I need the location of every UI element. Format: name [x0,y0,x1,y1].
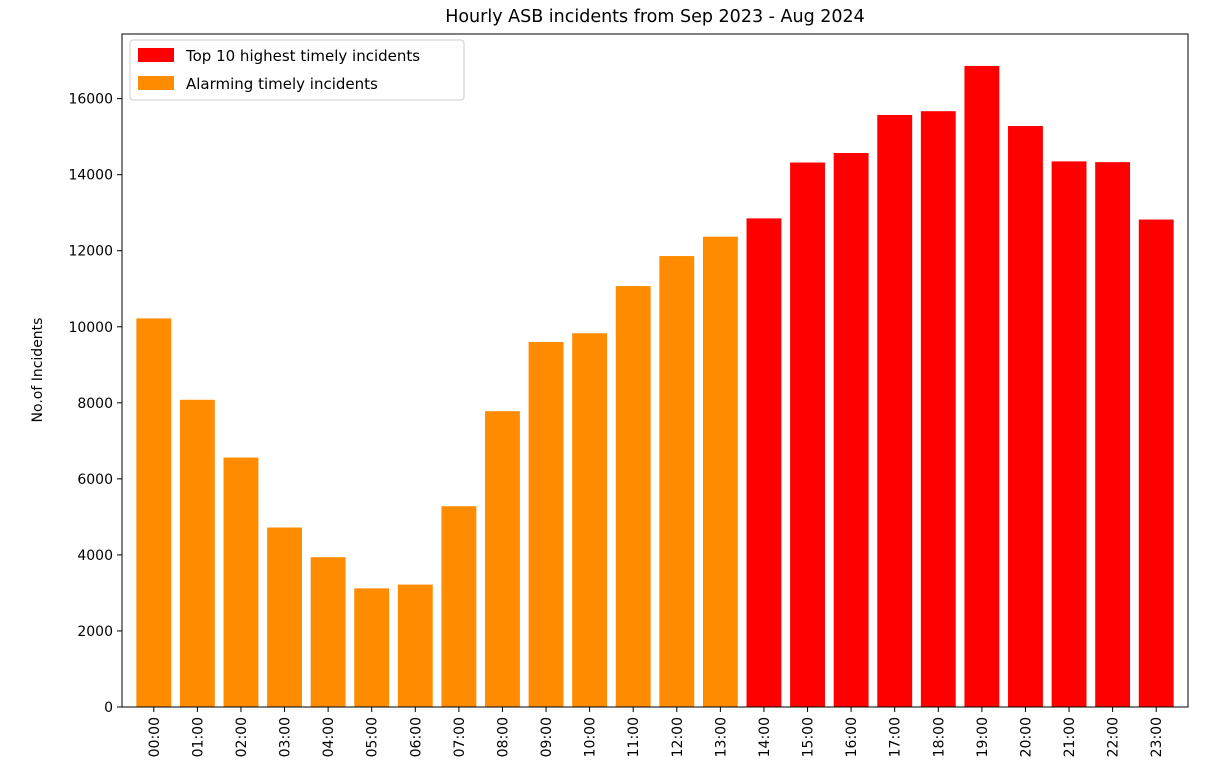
x-tick-label: 09:00 [539,717,555,757]
bar-0900 [528,341,564,707]
x-tick-label: 05:00 [365,717,381,757]
axes-frame [121,33,1189,708]
x-tick-label: 03:00 [278,717,294,757]
x-tick-label: 10:00 [583,717,599,757]
bar-1300 [702,236,738,707]
chart-title: Hourly ASB incidents from Sep 2023 - Aug… [445,7,865,27]
bar-0500 [354,588,390,707]
legend-swatch-alarming [138,76,174,90]
x-axis: 00:00 01:00 02:00 03:00 04:00 05:00 06:00 07:00… [147,707,1165,757]
x-tick-label: 12:00 [670,717,686,757]
legend-label-alarming: Alarming timely incidents [186,75,378,93]
bar-0300 [267,527,302,707]
y-tick-label: 10000 [68,320,113,336]
bar-0400 [310,557,346,707]
bar-1400 [746,218,782,707]
y-tick-label: 0 [104,700,113,716]
bar-1800 [920,111,956,707]
bars [136,65,1174,708]
x-tick-label: 11:00 [626,717,642,757]
x-tick-label: 08:00 [495,717,511,757]
bar-1500 [790,162,825,707]
bar-0000 [136,318,172,707]
bar-0700 [441,506,477,707]
bar-2000 [1008,126,1043,707]
x-tick-label: 02:00 [234,717,250,757]
bar-0800 [485,411,520,707]
bar-1100 [615,286,651,707]
y-tick-label: 14000 [68,168,113,184]
bar-0200 [223,457,259,707]
x-tick-label: 14:00 [757,717,773,757]
bar-1200 [659,256,695,707]
y-tick-label: 2000 [77,624,113,640]
x-tick-label: 22:00 [1106,717,1122,757]
x-tick-label: 07:00 [452,717,468,757]
x-tick-label: 00:00 [147,717,163,757]
bar-1900 [964,65,1000,707]
y-axis: 0 2000 4000 6000 8000 10000 12000 14000 16000 [68,92,122,716]
x-tick-label: 01:00 [190,717,206,757]
bar-1000 [572,333,608,707]
legend-box [129,39,465,101]
bar-2300 [1138,219,1174,708]
x-tick-label: 06:00 [408,717,424,757]
y-tick-label: 16000 [68,92,113,108]
legend-label-top10: Top 10 highest timely incidents [185,47,420,65]
x-tick-label: 15:00 [801,717,817,757]
x-tick-label: 17:00 [888,717,904,757]
y-axis-label: No.of Incidents [30,318,46,423]
x-tick-label: 20:00 [1018,717,1034,757]
bar-0600 [397,584,433,707]
y-tick-label: 8000 [77,396,113,412]
bar-0100 [179,399,215,707]
x-tick-label: 16:00 [844,717,860,757]
x-tick-label: 18:00 [931,717,947,757]
legend-swatch-top10 [138,48,174,62]
x-tick-label: 23:00 [1149,717,1165,757]
x-tick-label: 21:00 [1062,717,1078,757]
legend: Top 10 highest timely incidents Alarming… [129,39,465,101]
y-tick-label: 4000 [77,548,113,564]
x-tick-label: 04:00 [321,717,337,757]
bar-2200 [1095,162,1131,707]
x-tick-label: 19:00 [975,717,991,757]
bar-1600 [833,153,869,707]
x-tick-label: 13:00 [713,717,729,757]
bar-2100 [1051,161,1087,707]
bar-1700 [877,114,913,708]
y-tick-label: 6000 [77,472,113,488]
y-tick-label: 12000 [68,244,113,260]
